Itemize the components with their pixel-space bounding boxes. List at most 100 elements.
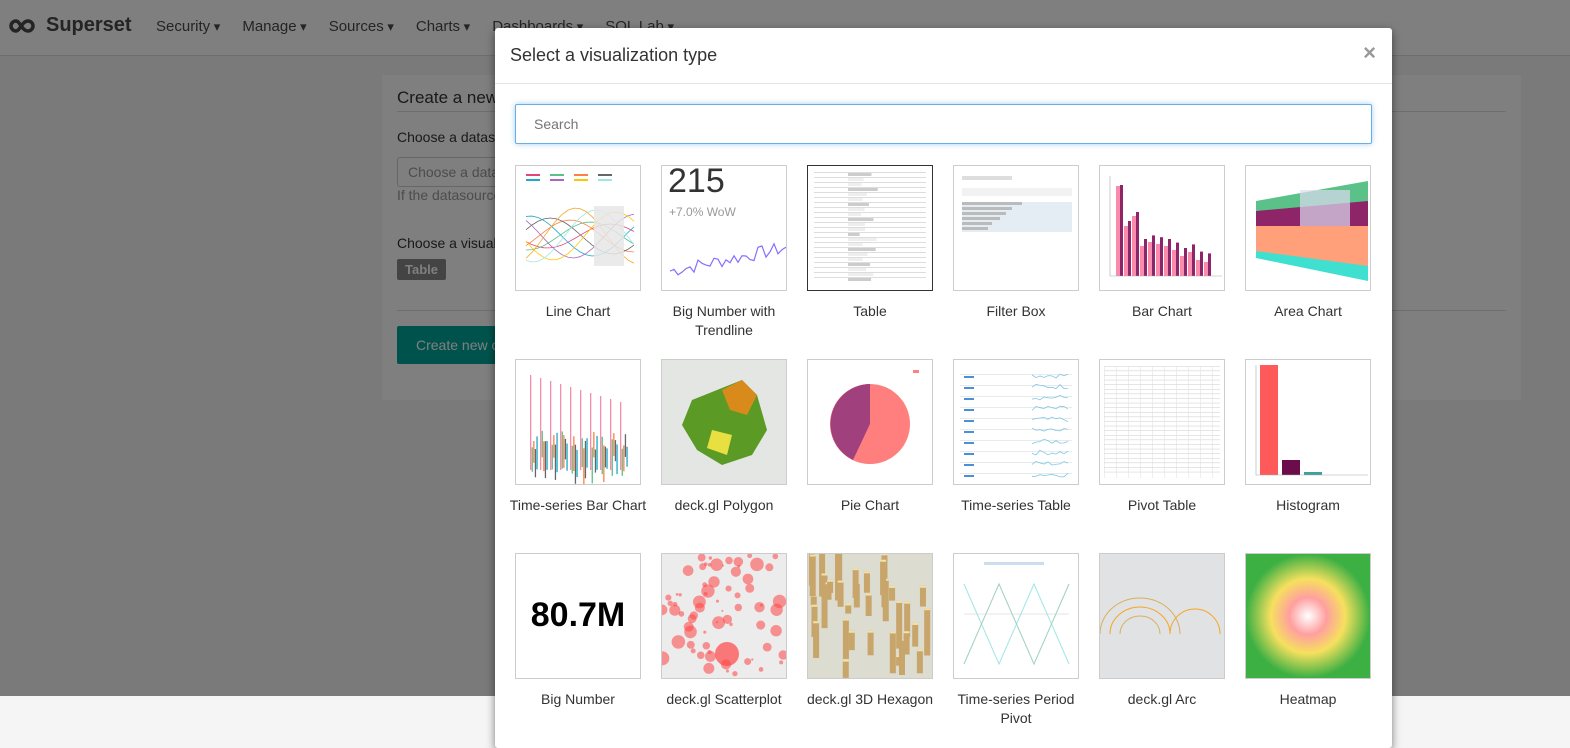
thumbnail-shape xyxy=(758,667,764,672)
thumbnail-shape xyxy=(814,182,926,183)
search-input[interactable] xyxy=(515,104,1372,144)
thumbnail-shape xyxy=(1120,185,1123,276)
thumbnail-shape xyxy=(690,648,696,654)
thumbnail-shape xyxy=(842,618,849,659)
viz-tile[interactable]: Histogram xyxy=(1245,359,1371,515)
thumbnail-shape xyxy=(697,554,706,562)
thumbnail-shape xyxy=(896,600,903,603)
thumbnail-shape xyxy=(821,573,828,629)
thumbnail-shape xyxy=(814,252,926,253)
thumbnail-shape xyxy=(590,393,592,470)
viz-label: Time-series Bar Chart xyxy=(509,497,647,513)
thumbnail-shape xyxy=(1188,366,1189,478)
thumbnail-shape xyxy=(881,554,888,556)
viz-label: Heatmap xyxy=(1279,691,1337,707)
thumbnail-shape xyxy=(814,267,926,268)
thumbnail-shape xyxy=(848,630,855,651)
thumbnail-shape xyxy=(678,593,682,597)
thumbnail-shape xyxy=(710,558,724,572)
thumbnail-shape xyxy=(1104,471,1220,473)
thumb-number: 215 xyxy=(668,165,725,200)
thumbnail-shape xyxy=(675,593,679,596)
thumbnail-shape xyxy=(809,554,816,557)
viz-tile[interactable]: Time-series Bar Chart xyxy=(510,359,646,515)
viz-tile[interactable]: 80.7M Big Number xyxy=(515,553,641,709)
thumbnail-shape xyxy=(848,178,864,181)
thumbnail-shape xyxy=(583,448,585,484)
thumbnail-shape xyxy=(814,262,926,263)
thumbnail-shape xyxy=(1172,250,1176,276)
thumbnail-shape xyxy=(848,188,878,191)
thumbnail-shape xyxy=(1148,242,1152,276)
viz-tile[interactable]: deck.gl 3D Hexagon xyxy=(807,553,933,709)
close-button[interactable]: × xyxy=(1363,40,1376,65)
viz-thumbnail xyxy=(953,359,1079,485)
viz-thumbnail xyxy=(1099,165,1225,291)
thumbnail-shape xyxy=(964,442,974,444)
thumbnail-shape xyxy=(848,183,862,186)
thumbnail-shape xyxy=(715,599,720,603)
thumbnail-shape xyxy=(550,179,564,181)
thumbnail-shape xyxy=(586,438,588,468)
thumbnail-shape xyxy=(1255,365,1368,476)
viz-tile[interactable]: Time-series Period Pivot xyxy=(953,553,1079,728)
thumbnail-shape xyxy=(1200,366,1201,478)
thumbnail-shape xyxy=(610,399,612,470)
thumbnail-shape xyxy=(1104,435,1220,436)
viz-tile[interactable]: 215 +7.0% WoW Big Number with Trendline xyxy=(661,165,787,340)
thumbnail-shape xyxy=(550,381,552,470)
thumbnail-shape xyxy=(715,621,719,624)
thumbnail-shape xyxy=(574,179,588,181)
thumbnail-shape xyxy=(964,387,974,389)
viz-tile[interactable]: deck.gl Polygon xyxy=(661,359,787,515)
thumbnail-shape xyxy=(1304,472,1322,475)
thumbnail-shape xyxy=(707,650,712,655)
thumbnail-shape xyxy=(1104,393,1220,395)
thumbnail-shape xyxy=(1031,373,1069,379)
thumbnail-shape xyxy=(730,566,741,577)
thumbnail-shape xyxy=(984,562,1044,565)
thumbnail-shape xyxy=(1104,389,1220,390)
thumbnail-shape xyxy=(814,177,926,178)
viz-thumbnail xyxy=(807,359,933,485)
thumbnail-shape xyxy=(1104,407,1220,408)
viz-label: Pivot Table xyxy=(1127,497,1197,513)
thumbnail-shape xyxy=(962,212,1006,215)
viz-tile[interactable]: deck.gl Scatterplot xyxy=(661,553,787,709)
thumbnail-shape xyxy=(571,445,573,474)
viz-tile[interactable]: Filter Box xyxy=(953,165,1079,321)
thumbnail-shape xyxy=(1031,438,1069,445)
thumbnail-shape xyxy=(962,176,1012,180)
thumbnail-shape xyxy=(696,651,705,660)
viz-tile[interactable]: Table xyxy=(807,165,933,321)
viz-thumbnail xyxy=(807,165,933,291)
thumbnail-shape xyxy=(865,593,872,596)
viz-tile[interactable]: Line Chart xyxy=(515,165,641,321)
thumbnail-shape xyxy=(1124,226,1128,276)
viz-tile[interactable]: Pie Chart xyxy=(807,359,933,515)
viz-tile[interactable]: Area Chart xyxy=(1245,165,1371,321)
thumbnail-shape xyxy=(867,630,874,656)
thumbnail-shape xyxy=(734,603,743,612)
viz-tile[interactable]: Pivot Table xyxy=(1099,359,1225,515)
thumbnail-shape xyxy=(1104,425,1220,427)
thumbnail-shape xyxy=(848,218,874,221)
thumbnail-shape xyxy=(1104,462,1220,464)
thumbnail-shape xyxy=(964,453,974,455)
thumbnail-shape xyxy=(779,660,784,665)
thumbnail-shape xyxy=(624,434,627,457)
thumbnail-shape xyxy=(770,603,783,616)
viz-tile[interactable]: Heatmap xyxy=(1245,553,1371,709)
viz-tile[interactable]: Bar Chart xyxy=(1099,165,1225,321)
viz-tile[interactable]: Time-series Table xyxy=(953,359,1079,515)
thumbnail-shape xyxy=(962,188,1072,196)
viz-label: Bar Chart xyxy=(1132,303,1192,319)
thumbnail-shape xyxy=(848,278,872,281)
viz-tile[interactable]: deck.gl Arc xyxy=(1099,553,1225,709)
thumbnail-shape xyxy=(827,579,834,582)
thumbnail-shape xyxy=(960,429,1072,430)
thumbnail-shape xyxy=(848,223,866,226)
thumbnail-shape xyxy=(554,444,557,480)
thumbnail-shape xyxy=(814,197,926,198)
thumbnail-shape xyxy=(708,556,713,560)
